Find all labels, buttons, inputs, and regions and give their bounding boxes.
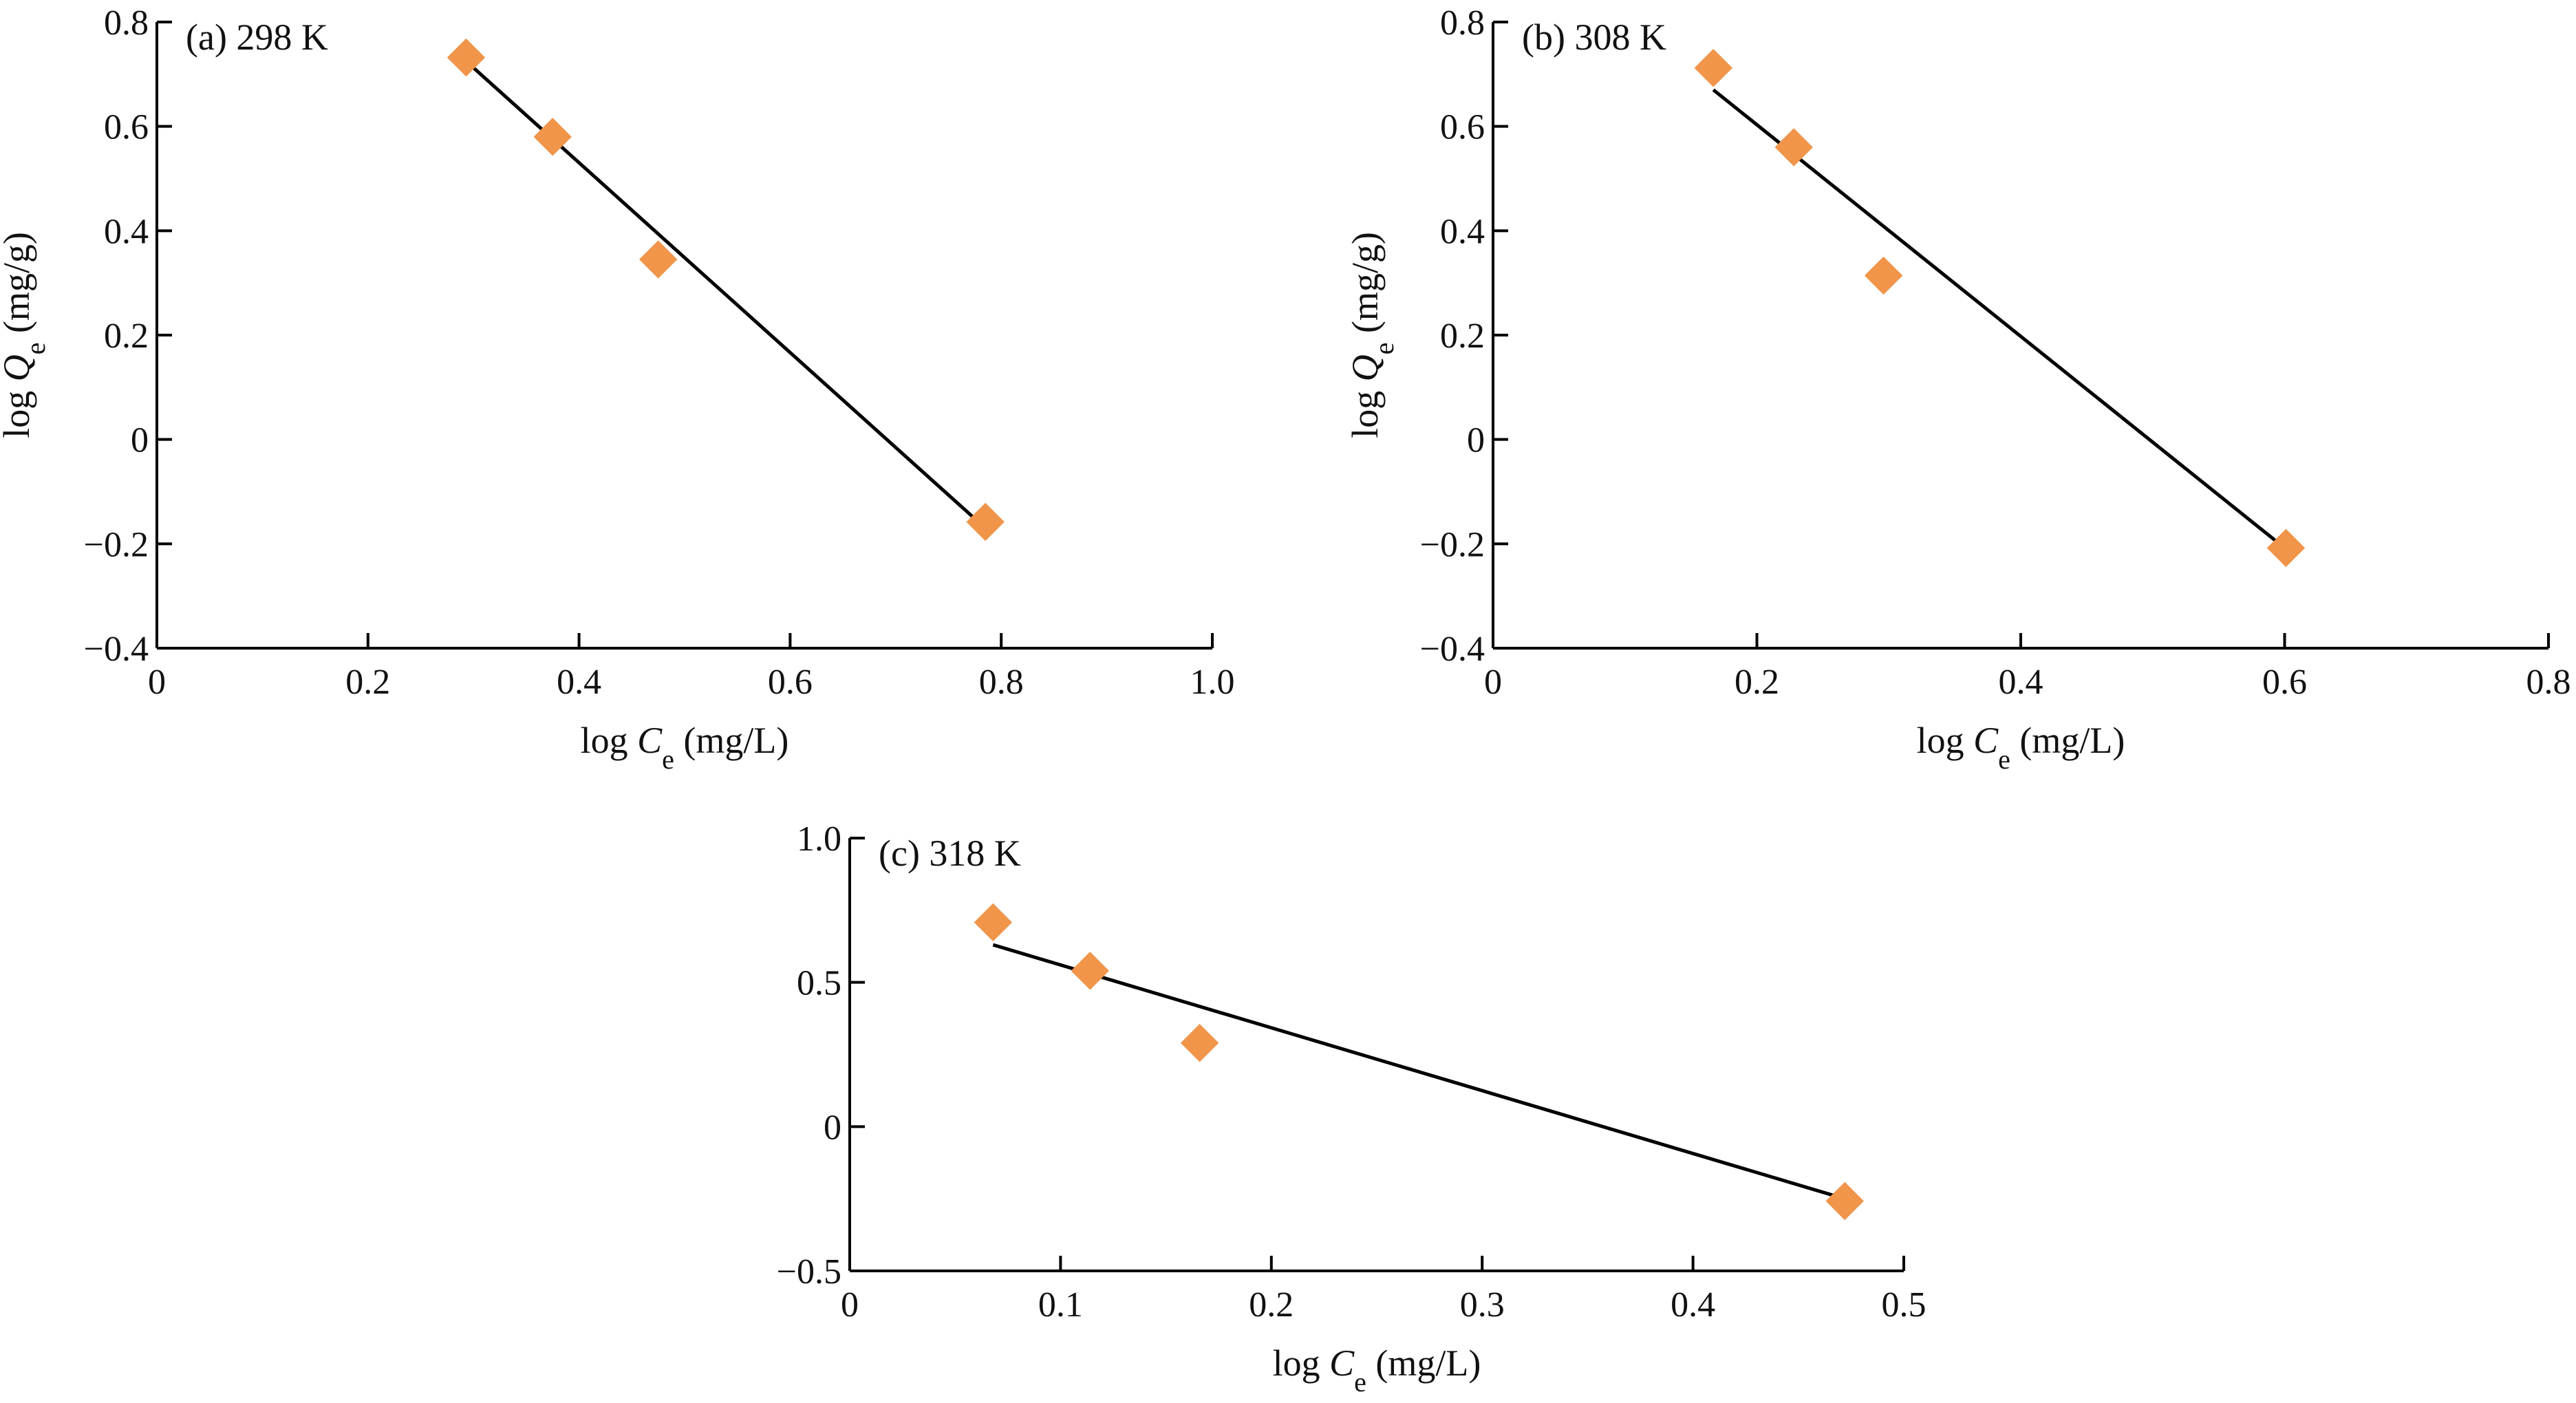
x-tick-label: 0.2 [345, 663, 390, 702]
x-tick-label: 0.4 [557, 663, 601, 702]
y-tick-label: 0.5 [797, 964, 841, 1003]
x-tick-label: 0.1 [1038, 1285, 1083, 1325]
y-tick-label: 0.8 [1440, 3, 1485, 43]
data-point [1180, 1024, 1219, 1062]
y-tick-label: 0.4 [104, 212, 149, 251]
ch1-ylabel-unit: (mg/g) [1344, 232, 1386, 342]
x-tick-label: 0.8 [979, 663, 1024, 702]
x-tick-label: 1.0 [1190, 663, 1235, 702]
x-tick-label: 0.2 [1249, 1285, 1294, 1325]
data-point [1071, 952, 1110, 990]
panel-label: (b) 308 K [1522, 17, 1666, 58]
x-tick-label: 0.4 [1671, 1285, 1715, 1325]
panel-label: (c) 318 K [879, 833, 1021, 874]
ch2-xlabel-var: C [1329, 1342, 1355, 1384]
y-tick-label: 0 [824, 1108, 841, 1147]
ch1-xlabel-prefix: log [1917, 720, 1974, 761]
ch0-xlabel-var: C [637, 720, 663, 761]
y-tick-label: 0.2 [1440, 317, 1485, 356]
ch0-xlabel-unit: (mg/L) [674, 720, 788, 761]
ch1-xlabel-unit: (mg/L) [2010, 720, 2125, 761]
x-axis-title: log Ce (mg/L) [581, 720, 789, 775]
y-tick-label: −0.4 [84, 630, 149, 669]
ch2-xlabel-prefix: log [1273, 1342, 1330, 1384]
y-tick-label: 0 [1467, 421, 1485, 460]
data-point [1774, 128, 1813, 167]
ch1-xlabel-sub: e [1998, 744, 2010, 775]
ch1-ylabel-var: Q [1344, 354, 1386, 381]
y-axis-title: log Qe (mg/g) [1344, 232, 1399, 438]
y-tick-label: 0 [131, 421, 149, 460]
data-point [533, 118, 572, 156]
y-tick-label: 1.0 [797, 820, 841, 859]
data-point [2266, 528, 2306, 568]
ch0-ylabel-prefix: log [0, 381, 37, 438]
ch0-ylabel-unit: (mg/g) [0, 232, 37, 342]
chart-panel-c: 0 0.1 0.2 0.3 0.4 0.5−0.500.51.0 (c) 318 Klog … [777, 820, 1926, 1397]
chart-panel-a: 0 0.2 0.4 0.6 0.8 1.0 −0.4 −0.2 0 0.2 0.4 0.6 0.8 (a)… [0, 3, 1235, 775]
y-tick-label: 0.2 [104, 317, 149, 356]
x-tick-label: 0 [841, 1285, 859, 1325]
x-tick-label: 0.2 [1735, 663, 1779, 702]
ch0-xlabel-sub: e [662, 744, 674, 775]
x-axis-title: log Ce (mg/L) [1273, 1342, 1481, 1397]
y-tick-label: −0.2 [1420, 525, 1485, 564]
ch1-ylabel-sub: e [1368, 343, 1399, 355]
y-tick-label: −0.4 [1420, 630, 1485, 669]
ch1-ylabel-prefix: log [1344, 381, 1386, 438]
y-tick-label: 0.8 [104, 3, 149, 43]
x-tick-label: 0.6 [2262, 663, 2307, 702]
y-axis-title: log Qe (mg/g) [0, 232, 51, 438]
panel-label: (a) 298 K [186, 17, 328, 58]
x-tick-label: 0.4 [1999, 663, 2043, 702]
y-tick-label: −0.2 [84, 525, 149, 564]
fit-line [992, 943, 1845, 1201]
data-point [1694, 49, 1732, 87]
data-point [1864, 256, 1903, 295]
x-tick-label: 0.3 [1460, 1285, 1505, 1325]
data-point [1825, 1181, 1864, 1221]
data-point [638, 240, 678, 279]
y-tick-label: 0.6 [104, 108, 149, 147]
ch1-xlabel-var: C [1973, 720, 1999, 761]
x-tick-label: 0 [1484, 663, 1502, 702]
x-tick-label: 0.6 [768, 663, 813, 702]
ch0-xlabel-prefix: log [581, 720, 638, 761]
ch2-xlabel-sub: e [1354, 1367, 1366, 1397]
y-tick-label: 0.6 [1440, 108, 1485, 147]
data-point [966, 502, 1005, 542]
ch0-ylabel-var: Q [0, 354, 37, 381]
x-tick-label: 0 [148, 663, 166, 702]
x-axis-title: log Ce (mg/L) [1917, 720, 2125, 775]
chart-panel-b: 0 0.2 0.4 0.6 0.8 −0.4 −0.2 0 0.2 0.4 0.6 0.8 (b) 30… [1344, 3, 2571, 775]
y-tick-label: 0.4 [1440, 212, 1485, 251]
ch2-xlabel-unit: (mg/L) [1366, 1342, 1481, 1384]
fit-line [1712, 88, 2287, 550]
x-tick-label: 0.5 [1882, 1285, 1926, 1325]
ch0-ylabel-sub: e [20, 343, 51, 355]
data-point [447, 38, 486, 77]
data-point [974, 903, 1013, 942]
y-tick-label: −0.5 [777, 1252, 841, 1292]
x-tick-label: 0.8 [2526, 663, 2571, 702]
